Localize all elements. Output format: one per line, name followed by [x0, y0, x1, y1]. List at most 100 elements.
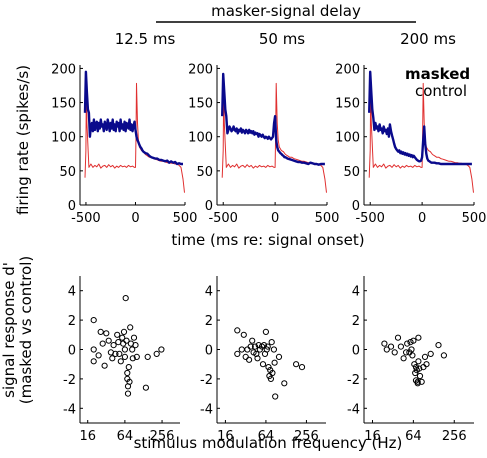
x-tick-label: 256 [150, 429, 175, 444]
scatter-point [101, 362, 108, 369]
scatter-point [403, 349, 410, 356]
y-tick-label: 200 [335, 62, 360, 77]
x-tick-label: 16 [217, 429, 234, 444]
scatter-point [109, 355, 116, 362]
scatter-point [95, 352, 102, 359]
x-tick-label: 500 [315, 211, 340, 226]
bottom-ylabel-line2: (masked vs control) [17, 256, 35, 404]
y-tick-label: 4 [352, 285, 360, 300]
scatter-point [421, 353, 429, 360]
y-tick-label: 4 [205, 285, 213, 300]
top-xlabel: time (ms re: signal onset) [171, 231, 364, 249]
scatter-point [435, 342, 442, 349]
x-tick-label: -500 [208, 211, 238, 226]
y-tick-label: 200 [188, 62, 213, 77]
y-tick-label: 100 [188, 131, 213, 146]
scatter-point [254, 355, 261, 362]
scatter-point [259, 361, 267, 368]
legend-control: control [415, 82, 467, 100]
y-tick-label: -2 [347, 373, 360, 388]
scatter-point [110, 342, 117, 349]
scatter-point [124, 390, 132, 397]
scatter-point [99, 340, 106, 347]
x-tick-label: -500 [71, 211, 101, 226]
scatter-point [400, 355, 407, 362]
x-tick-label: 256 [294, 429, 319, 444]
delay-title: masker-signal delay [211, 2, 361, 20]
scatter-point [416, 365, 423, 372]
scatter-point [394, 334, 402, 341]
scatter-point [238, 346, 245, 353]
x-tick-label: 64 [405, 429, 422, 444]
scatter-point [397, 343, 404, 350]
scatter-point [415, 358, 422, 365]
scatter-point [440, 352, 447, 359]
scatter-point [387, 343, 395, 350]
scatter-point [265, 364, 272, 371]
x-tick-label: 0 [131, 211, 139, 226]
x-tick-label: 64 [258, 429, 275, 444]
scatter-point [272, 393, 279, 400]
scatter-point [412, 364, 420, 371]
scatter-point [423, 361, 430, 368]
y-tick-label: 200 [51, 62, 76, 77]
scatter-point [158, 346, 165, 353]
y-tick-label: 0 [68, 199, 76, 214]
scatter-point [114, 331, 121, 338]
x-tick-label: 0 [418, 211, 426, 226]
scatter-point [120, 340, 127, 347]
scatter-point [123, 337, 130, 344]
scatter-point [263, 346, 270, 353]
dprime-panel-1: -4 -2 0 2 4 16 64 256 [63, 276, 180, 444]
x-tick-label: 64 [117, 429, 134, 444]
dprime-panel-3: -4 -2 0 2 4 16 64 256 [347, 276, 474, 444]
y-tick-label: 2 [205, 314, 213, 329]
scatter-point [103, 330, 110, 337]
y-tick-label: 4 [68, 285, 76, 300]
scatter-point [253, 350, 260, 357]
y-tick-label: -2 [63, 373, 76, 388]
scatter-point [264, 343, 271, 350]
y-tick-label: 2 [68, 314, 76, 329]
delay-label-2: 50 ms [259, 30, 305, 48]
scatter-point [249, 337, 256, 344]
scatter-point [124, 369, 131, 377]
y-tick-label: 0 [352, 344, 360, 359]
scatter-point [142, 384, 149, 391]
scatter-point [416, 372, 424, 380]
scatter-point [130, 334, 138, 341]
scatter-point [381, 340, 388, 347]
scatter-point [262, 328, 269, 335]
scatter-point [251, 343, 259, 350]
scatter-point [234, 327, 241, 334]
scatter-point [271, 359, 278, 366]
x-tick-label: 0 [271, 211, 279, 226]
scatter-point [119, 334, 126, 341]
scatter-point [410, 337, 417, 344]
scatter-point [293, 361, 300, 368]
scatter-point [121, 346, 129, 353]
scatter-point [260, 342, 268, 349]
scatter-point [133, 353, 140, 360]
scatter-point [275, 353, 283, 360]
y-tick-label: 0 [352, 199, 360, 214]
scatter-point [97, 328, 104, 335]
scatter-point [427, 350, 434, 357]
x-tick-label: 16 [79, 429, 96, 444]
y-tick-label: -4 [200, 402, 213, 417]
scatter-point [407, 339, 414, 346]
scatter-point [415, 334, 422, 341]
legend-masked: masked [405, 65, 470, 83]
dprime-panel-2: -4 -2 0 2 4 16 64 256 [200, 276, 326, 444]
x-tick-label: 256 [442, 429, 467, 444]
top-ylabel: firing rate (spikes/s) [14, 65, 32, 215]
scatter-point [281, 380, 288, 387]
scatter-point [120, 328, 128, 335]
x-tick-label: 500 [173, 211, 198, 226]
x-tick-label: 500 [462, 211, 487, 226]
scatter-point [126, 378, 133, 385]
y-tick-label: 150 [188, 97, 213, 112]
y-tick-label: 50 [196, 165, 213, 180]
masked-series-line [83, 70, 183, 166]
scatter-point [268, 339, 275, 346]
